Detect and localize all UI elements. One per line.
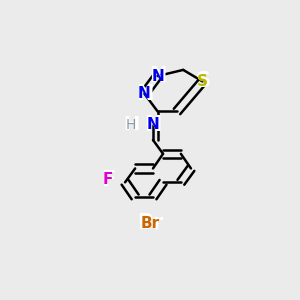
- Text: F: F: [101, 170, 115, 190]
- Text: N: N: [136, 84, 153, 104]
- Text: N: N: [149, 66, 166, 86]
- Text: N: N: [144, 115, 162, 134]
- Text: N: N: [147, 117, 159, 132]
- Text: Br: Br: [141, 216, 160, 231]
- Text: N: N: [138, 86, 151, 101]
- Text: H: H: [123, 115, 140, 134]
- Text: H: H: [126, 118, 136, 131]
- Text: F: F: [103, 172, 113, 188]
- Text: N: N: [151, 68, 164, 83]
- Text: Br: Br: [137, 213, 164, 233]
- Text: S: S: [195, 71, 210, 92]
- Text: S: S: [197, 74, 208, 89]
